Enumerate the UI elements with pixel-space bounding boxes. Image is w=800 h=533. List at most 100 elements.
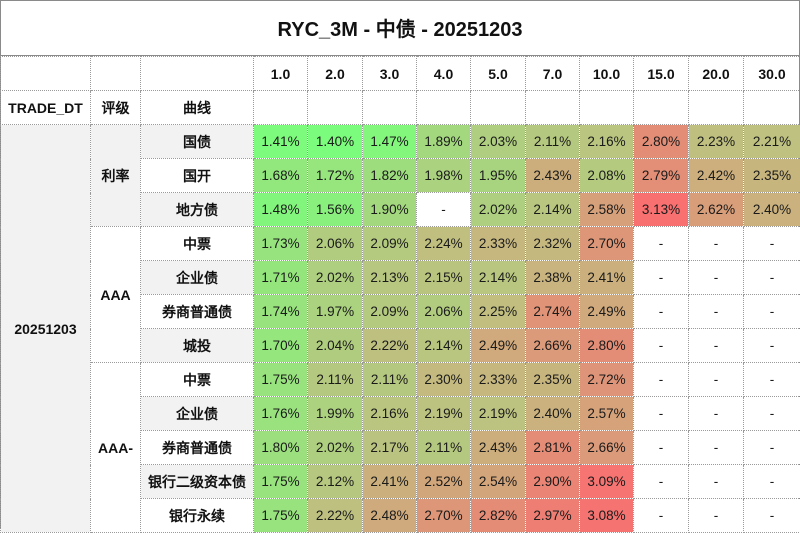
yield-cell: 2.12% — [308, 465, 363, 499]
yield-cell: - — [744, 261, 800, 295]
yield-cell: 2.09% — [363, 227, 417, 261]
yield-cell: 2.49% — [580, 295, 634, 329]
curve-name-cell: 地方债 — [141, 193, 254, 227]
yield-cell: 2.33% — [471, 227, 526, 261]
yield-cell: 1.90% — [363, 193, 417, 227]
yield-cell: 2.08% — [580, 159, 634, 193]
yield-cell: 1.80% — [254, 431, 308, 465]
yield-cell: 2.79% — [634, 159, 689, 193]
yield-cell: 2.33% — [471, 363, 526, 397]
yield-cell: - — [634, 363, 689, 397]
curve-name-cell: 企业债 — [141, 397, 254, 431]
curve-name-cell: 银行二级资本债 — [141, 465, 254, 499]
yield-cell: 2.11% — [363, 363, 417, 397]
blank-header-cell — [141, 57, 254, 91]
yield-cell: 2.40% — [526, 397, 580, 431]
yield-cell: - — [689, 261, 744, 295]
yield-cell: 2.22% — [363, 329, 417, 363]
yield-cell: 2.09% — [363, 295, 417, 329]
yield-cell: - — [634, 227, 689, 261]
tenor-header: 1.0 — [254, 57, 308, 91]
yield-cell: 2.48% — [363, 499, 417, 533]
curve-name-cell: 国债 — [141, 125, 254, 159]
yield-cell: 2.74% — [526, 295, 580, 329]
curve-name-cell: 券商普通债 — [141, 295, 254, 329]
yield-cell: 1.56% — [308, 193, 363, 227]
yield-cell: 2.62% — [689, 193, 744, 227]
yield-cell: 2.24% — [417, 227, 471, 261]
yield-cell: 2.25% — [471, 295, 526, 329]
yield-cell: - — [744, 431, 800, 465]
yield-cell: 2.13% — [363, 261, 417, 295]
tenor-header: 10.0 — [580, 57, 634, 91]
yield-cell: - — [689, 397, 744, 431]
yield-cell: 2.06% — [308, 227, 363, 261]
yield-cell: 1.75% — [254, 363, 308, 397]
yield-cell: 2.14% — [417, 329, 471, 363]
rating-header: 评级 — [91, 91, 141, 125]
yield-cell: 2.02% — [471, 193, 526, 227]
yield-cell: 2.54% — [471, 465, 526, 499]
yield-cell: - — [634, 465, 689, 499]
yield-cell: 1.76% — [254, 397, 308, 431]
yield-cell: 2.38% — [526, 261, 580, 295]
yield-cell: 1.89% — [417, 125, 471, 159]
yield-cell: - — [634, 329, 689, 363]
yield-cell: 1.41% — [254, 125, 308, 159]
yield-cell: 3.13% — [634, 193, 689, 227]
yield-cell: 2.80% — [634, 125, 689, 159]
yield-cell: 2.19% — [471, 397, 526, 431]
yield-cell: 2.43% — [471, 431, 526, 465]
yield-cell: 3.08% — [580, 499, 634, 533]
yield-cell: 1.40% — [308, 125, 363, 159]
column-header-row: TRADE_DT 评级 曲线 — [1, 91, 800, 125]
yield-cell: - — [634, 295, 689, 329]
yield-cell: - — [744, 227, 800, 261]
yield-cell: 2.15% — [417, 261, 471, 295]
yield-cell: 1.68% — [254, 159, 308, 193]
yield-cell: 3.09% — [580, 465, 634, 499]
yield-cell: 2.90% — [526, 465, 580, 499]
yield-cell: 1.71% — [254, 261, 308, 295]
yield-cell: 2.57% — [580, 397, 634, 431]
yield-cell: - — [689, 431, 744, 465]
yield-cell: 1.75% — [254, 499, 308, 533]
yield-cell: 2.06% — [417, 295, 471, 329]
yield-cell: 2.41% — [363, 465, 417, 499]
yield-cell: 2.66% — [580, 431, 634, 465]
yield-cell: - — [417, 193, 471, 227]
yield-cell: - — [689, 363, 744, 397]
yield-cell: 2.22% — [308, 499, 363, 533]
yield-cell: 2.35% — [526, 363, 580, 397]
yield-cell: 2.19% — [417, 397, 471, 431]
yield-cell: 2.70% — [580, 227, 634, 261]
blank-header-cell — [689, 91, 744, 125]
yield-cell: 2.02% — [308, 261, 363, 295]
blank-header-cell — [254, 91, 308, 125]
yield-cell: 2.02% — [308, 431, 363, 465]
yield-cell: 2.97% — [526, 499, 580, 533]
yield-table: 1.0 2.0 3.0 4.0 5.0 7.0 10.0 15.0 20.0 3… — [0, 56, 800, 533]
yield-cell: 1.97% — [308, 295, 363, 329]
yield-cell: 2.66% — [526, 329, 580, 363]
yield-cell: - — [689, 465, 744, 499]
yield-cell: 2.14% — [526, 193, 580, 227]
yield-cell: - — [744, 363, 800, 397]
yield-cell: 2.21% — [744, 125, 800, 159]
yield-cell: 2.30% — [417, 363, 471, 397]
yield-cell: 2.03% — [471, 125, 526, 159]
tenor-header: 7.0 — [526, 57, 580, 91]
yield-cell: 2.11% — [417, 431, 471, 465]
yield-cell: 1.75% — [254, 465, 308, 499]
trade-dt-header: TRADE_DT — [1, 91, 91, 125]
yield-cell: 2.58% — [580, 193, 634, 227]
blank-header-cell — [744, 91, 800, 125]
yield-cell: 2.42% — [689, 159, 744, 193]
blank-header-cell — [526, 91, 580, 125]
yield-cell: 2.81% — [526, 431, 580, 465]
yield-cell: 2.43% — [526, 159, 580, 193]
table-title: RYC_3M - 中债 - 20251203 — [1, 1, 799, 56]
